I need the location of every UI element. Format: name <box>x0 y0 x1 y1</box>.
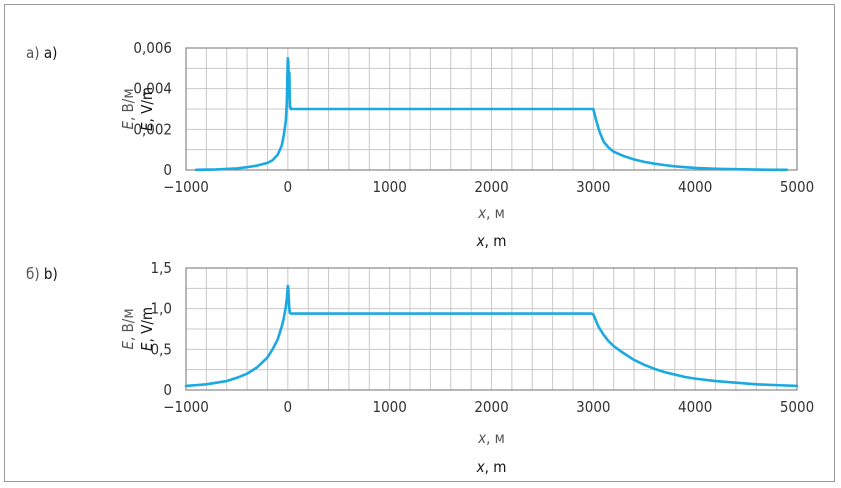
y-tick-label: 0,002 <box>133 120 172 138</box>
x-tick-label: 1000 <box>372 398 406 416</box>
y-tick-label: 0,5 <box>151 340 172 358</box>
panel-label: б) b) <box>26 265 58 283</box>
x-tick-label: 4000 <box>678 398 712 416</box>
series-line <box>184 284 799 388</box>
x-tick-label: 4000 <box>678 178 712 196</box>
plot-area-border <box>185 267 798 391</box>
grid <box>185 267 798 391</box>
x-tick-label: 3000 <box>576 398 610 416</box>
x-axis-label-ru: x, м <box>477 204 505 222</box>
x-tick-label: 5000 <box>780 398 814 416</box>
x-tick-label: 0 <box>284 398 293 416</box>
y-axis-label-en: E, V/m <box>138 307 156 351</box>
x-tick-label: 5000 <box>780 178 814 196</box>
y-axis-label-ru: E, В/м <box>119 88 137 129</box>
y-axis-label-ru: E, В/м <box>119 308 137 349</box>
x-tick-label: 0 <box>284 178 293 196</box>
x-tick-label: 3000 <box>576 178 610 196</box>
y-tick-label: 0 <box>163 161 172 179</box>
y-tick-label: 0,006 <box>133 39 172 57</box>
y-tick-label: 1,5 <box>151 259 172 277</box>
plot-area-border <box>185 47 798 171</box>
x-tick-label: 1000 <box>372 178 406 196</box>
y-tick-label: 0,004 <box>133 80 172 98</box>
figure-frame <box>4 4 835 482</box>
x-tick-label: −1000 <box>163 178 209 196</box>
panel-label: а) a) <box>26 44 57 62</box>
series-line <box>194 56 789 172</box>
x-axis-label-en: x, m <box>476 458 507 476</box>
y-tick-label: 1,0 <box>151 300 172 318</box>
x-tick-label: −1000 <box>163 398 209 416</box>
chart-panel-1: −1000 0 1000 2000 3000 4000 500000,0020,0040,0… <box>26 39 814 196</box>
x-axis-label-en: x, m <box>476 232 507 250</box>
x-tick-label: 2000 <box>474 398 508 416</box>
x-tick-label: 2000 <box>474 178 508 196</box>
y-axis-label-en: E, V/m <box>138 87 156 131</box>
y-tick-label: 0 <box>163 381 172 399</box>
x-axis-label-ru: x, м <box>477 429 505 447</box>
